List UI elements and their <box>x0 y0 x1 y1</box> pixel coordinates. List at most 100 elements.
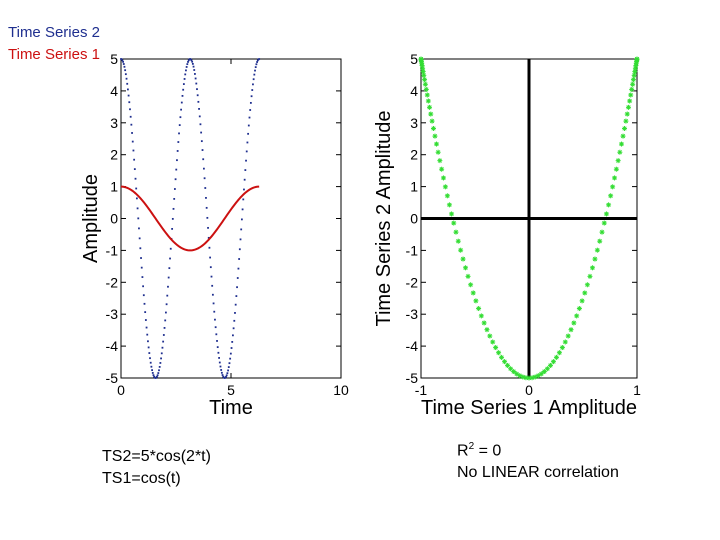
ts2-point <box>204 187 207 189</box>
scatter-point <box>584 282 590 288</box>
scatter-point <box>460 256 466 262</box>
scatter-point <box>502 359 508 365</box>
ts2-point <box>184 73 187 76</box>
scatter-point <box>606 202 612 208</box>
legend-ts2-label: Time Series 2 <box>8 24 100 41</box>
ts2-point <box>182 88 185 91</box>
ts2-point <box>228 362 231 365</box>
scatter-point <box>582 290 588 296</box>
scatter-point <box>615 158 621 164</box>
ts2-point <box>187 59 190 62</box>
y-axis-label: Time Series 2 Amplitude <box>373 110 395 326</box>
y-tick-label: 5 <box>410 51 418 67</box>
scatter-point <box>442 184 448 190</box>
ts2-point <box>173 197 176 200</box>
ts2-point <box>171 217 174 220</box>
x-axis-label: Time <box>209 397 253 419</box>
ts2-point <box>205 206 208 209</box>
x-axis-label: Time Series 1 Amplitude <box>421 397 637 419</box>
scatter-point <box>550 359 556 365</box>
ts2-point <box>230 347 233 349</box>
x-tick-label: 5 <box>227 382 235 398</box>
scatter-point <box>424 92 430 98</box>
ts2-point <box>156 374 159 377</box>
ts2-point <box>143 302 146 305</box>
ts2-point <box>211 284 214 287</box>
scatter-point <box>455 238 461 244</box>
y-tick-label: 3 <box>110 115 118 131</box>
ts2-point <box>122 60 124 63</box>
ts2-point <box>151 369 153 372</box>
ts2-point <box>198 115 201 118</box>
ts2-point <box>131 140 134 143</box>
ts2-point <box>135 197 138 200</box>
scatter-point <box>603 211 609 217</box>
scatter-point <box>628 92 634 98</box>
x-tick-label: 1 <box>633 382 641 398</box>
ts2-point <box>155 376 158 379</box>
ts2-point <box>238 248 241 251</box>
ts2-point <box>191 60 194 63</box>
scatter-point <box>432 133 438 139</box>
ts2-point <box>256 59 259 62</box>
scatter-point <box>514 371 520 377</box>
ts2-point <box>144 319 147 321</box>
r-squared-value: = 0 <box>474 442 502 460</box>
ts2-point <box>197 100 200 103</box>
ts2-point <box>217 351 220 354</box>
scatter-point <box>427 104 433 110</box>
scatter-point <box>505 362 511 368</box>
ts2-point <box>153 375 156 378</box>
ts2-point <box>242 198 245 201</box>
ts2-point <box>213 310 216 313</box>
scatter-point <box>587 273 593 279</box>
ts2-point <box>222 375 225 378</box>
scatter-point <box>576 306 582 312</box>
scatter-point <box>425 98 431 104</box>
ts2-point <box>220 369 223 371</box>
ts2-point <box>239 238 242 241</box>
ts2-point <box>123 65 126 68</box>
ts2-point <box>129 108 131 111</box>
scatter-point <box>463 265 469 271</box>
y-tick-label: -1 <box>106 242 119 258</box>
ts2-point <box>152 374 155 377</box>
y-tick-label: -3 <box>406 306 419 322</box>
ts2-point <box>161 346 164 349</box>
ts2-point <box>142 294 145 297</box>
ts2-point <box>189 58 192 61</box>
scatter-point <box>620 133 626 139</box>
ts2-point <box>245 159 247 162</box>
scatter-point <box>476 306 482 312</box>
ts2-point <box>146 333 149 336</box>
ts2-point <box>216 346 219 349</box>
ts2-point <box>244 169 247 171</box>
scatter-point <box>594 247 600 253</box>
correlation-notes: R2 = 0 No LINEAR correlation <box>457 436 619 484</box>
scatter-point <box>629 86 635 92</box>
ts2-point <box>122 63 125 65</box>
scatter-point <box>499 354 505 360</box>
ts2-point <box>140 257 142 259</box>
scatter-point <box>565 333 571 339</box>
ts2-point <box>232 327 235 330</box>
scatter-point <box>478 313 484 319</box>
ts2-point <box>221 374 224 376</box>
ts2-point <box>241 208 244 211</box>
y-tick-label: -2 <box>106 274 119 290</box>
ts2-point <box>243 188 245 191</box>
ts2-point <box>149 361 152 364</box>
ts2-point <box>203 177 206 180</box>
ts2-point <box>234 303 237 306</box>
y-tick-label: -2 <box>406 274 419 290</box>
scatter-point <box>592 256 598 262</box>
scatter-point <box>449 211 455 217</box>
ts2-point <box>175 168 178 171</box>
ts2-point <box>130 123 133 126</box>
ts2-point <box>164 319 167 322</box>
scatter-point <box>579 298 585 304</box>
scatter-point <box>470 290 476 296</box>
ts2-point <box>168 267 171 270</box>
ts2-point <box>187 61 189 63</box>
ts2-point <box>124 73 127 76</box>
